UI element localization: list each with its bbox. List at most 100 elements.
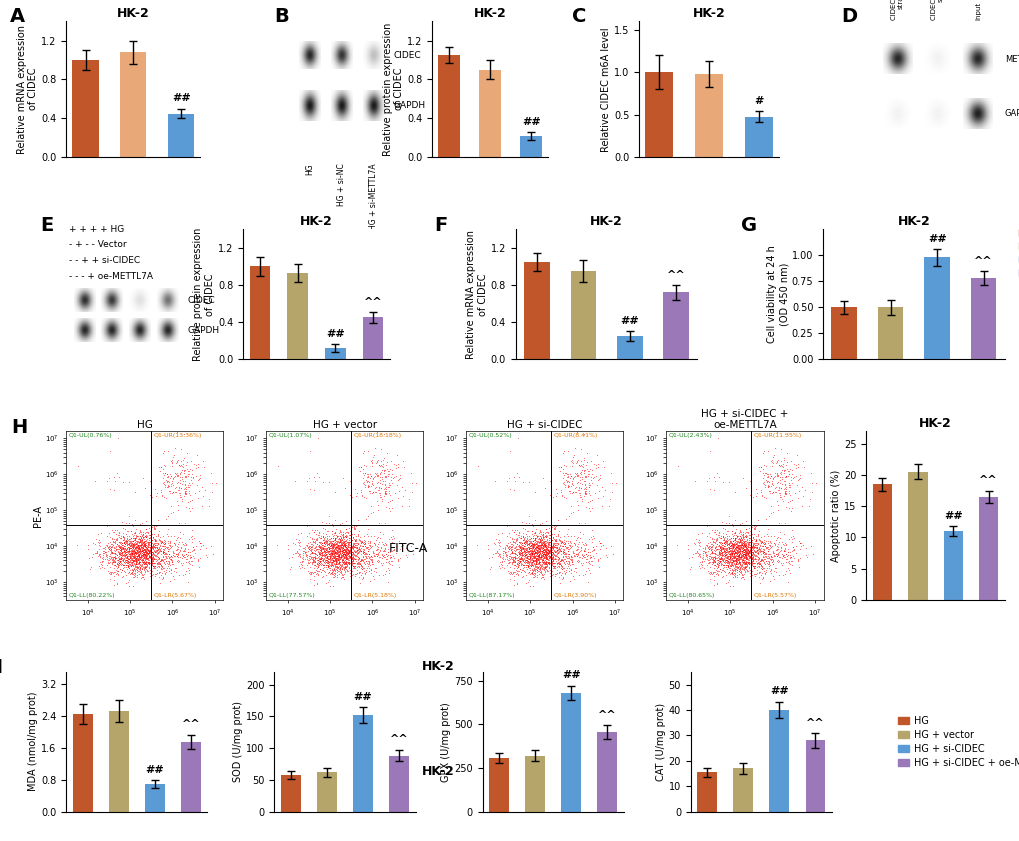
Point bbox=[698, 474, 714, 488]
Point bbox=[528, 561, 544, 574]
Point bbox=[508, 558, 525, 571]
Point bbox=[587, 462, 603, 475]
Point bbox=[536, 543, 552, 557]
Point bbox=[336, 547, 353, 561]
Point bbox=[536, 534, 552, 547]
Point bbox=[744, 538, 760, 552]
Point bbox=[371, 458, 387, 472]
Point bbox=[740, 555, 756, 569]
Point bbox=[320, 559, 336, 573]
Point bbox=[109, 563, 125, 577]
Point bbox=[523, 539, 539, 553]
Point bbox=[532, 544, 548, 558]
Point bbox=[155, 471, 171, 484]
Point bbox=[151, 544, 167, 558]
Point bbox=[119, 537, 136, 551]
Title: HG + si-CIDEC +
oe-METTL7A: HG + si-CIDEC + oe-METTL7A bbox=[701, 409, 788, 431]
Point bbox=[581, 494, 597, 507]
Point bbox=[327, 541, 343, 554]
Point bbox=[138, 555, 154, 569]
Point bbox=[370, 537, 386, 551]
Point bbox=[112, 532, 128, 545]
Point bbox=[524, 547, 540, 561]
Point bbox=[739, 538, 755, 552]
Point bbox=[131, 517, 148, 531]
Point bbox=[514, 546, 530, 559]
Point bbox=[331, 536, 347, 549]
Point bbox=[539, 526, 555, 540]
Point bbox=[522, 550, 538, 563]
Point bbox=[327, 549, 343, 563]
Point bbox=[702, 540, 718, 553]
Bar bbox=[733, 769, 752, 812]
Point bbox=[511, 529, 527, 542]
Point bbox=[332, 547, 348, 560]
Point bbox=[144, 556, 160, 569]
Point bbox=[153, 545, 169, 558]
Point bbox=[321, 550, 337, 563]
Point bbox=[732, 547, 748, 560]
Point bbox=[706, 552, 722, 565]
Point bbox=[759, 469, 775, 483]
Point bbox=[176, 428, 193, 442]
Point bbox=[369, 494, 385, 507]
Point bbox=[304, 556, 320, 569]
Point bbox=[534, 541, 550, 554]
Point bbox=[723, 559, 740, 573]
Point bbox=[120, 574, 137, 587]
Point bbox=[519, 558, 535, 572]
Point bbox=[725, 532, 741, 545]
Point bbox=[731, 550, 747, 563]
Point bbox=[302, 567, 318, 580]
Point bbox=[749, 553, 765, 567]
Point bbox=[762, 549, 779, 563]
Point bbox=[560, 562, 577, 575]
Point bbox=[137, 542, 153, 556]
Point bbox=[115, 554, 131, 568]
Point bbox=[748, 543, 764, 557]
Point bbox=[184, 541, 201, 554]
Point bbox=[507, 540, 524, 553]
Point bbox=[519, 551, 535, 564]
Point bbox=[527, 545, 543, 558]
Point bbox=[744, 545, 760, 558]
Point bbox=[503, 547, 520, 560]
Point bbox=[324, 550, 340, 563]
Point bbox=[530, 555, 546, 569]
Point bbox=[118, 545, 135, 558]
Point bbox=[527, 547, 543, 560]
Point bbox=[736, 539, 752, 553]
Point bbox=[141, 535, 157, 548]
Point bbox=[723, 547, 740, 560]
Point bbox=[580, 545, 596, 558]
Point bbox=[581, 548, 597, 562]
Point bbox=[536, 536, 552, 549]
Point bbox=[744, 527, 760, 541]
Point bbox=[542, 563, 558, 576]
Point bbox=[554, 551, 571, 564]
Point bbox=[101, 542, 117, 556]
Point bbox=[307, 537, 323, 550]
Point bbox=[317, 547, 333, 560]
Point bbox=[112, 547, 128, 561]
Point bbox=[123, 553, 140, 566]
Point bbox=[363, 549, 379, 563]
Point bbox=[780, 563, 796, 577]
Point bbox=[332, 547, 348, 561]
Point bbox=[133, 569, 150, 582]
Point bbox=[534, 553, 550, 567]
Point bbox=[742, 544, 758, 558]
Point bbox=[335, 542, 352, 555]
Point bbox=[719, 547, 736, 560]
Point bbox=[318, 552, 334, 565]
Point bbox=[535, 537, 551, 551]
Point bbox=[292, 557, 309, 570]
Point bbox=[326, 550, 342, 563]
Point bbox=[731, 557, 747, 570]
Point bbox=[112, 542, 128, 555]
Point bbox=[320, 566, 336, 579]
Point bbox=[127, 541, 144, 554]
Point bbox=[523, 547, 539, 561]
Point bbox=[305, 553, 321, 567]
Point bbox=[540, 547, 556, 560]
